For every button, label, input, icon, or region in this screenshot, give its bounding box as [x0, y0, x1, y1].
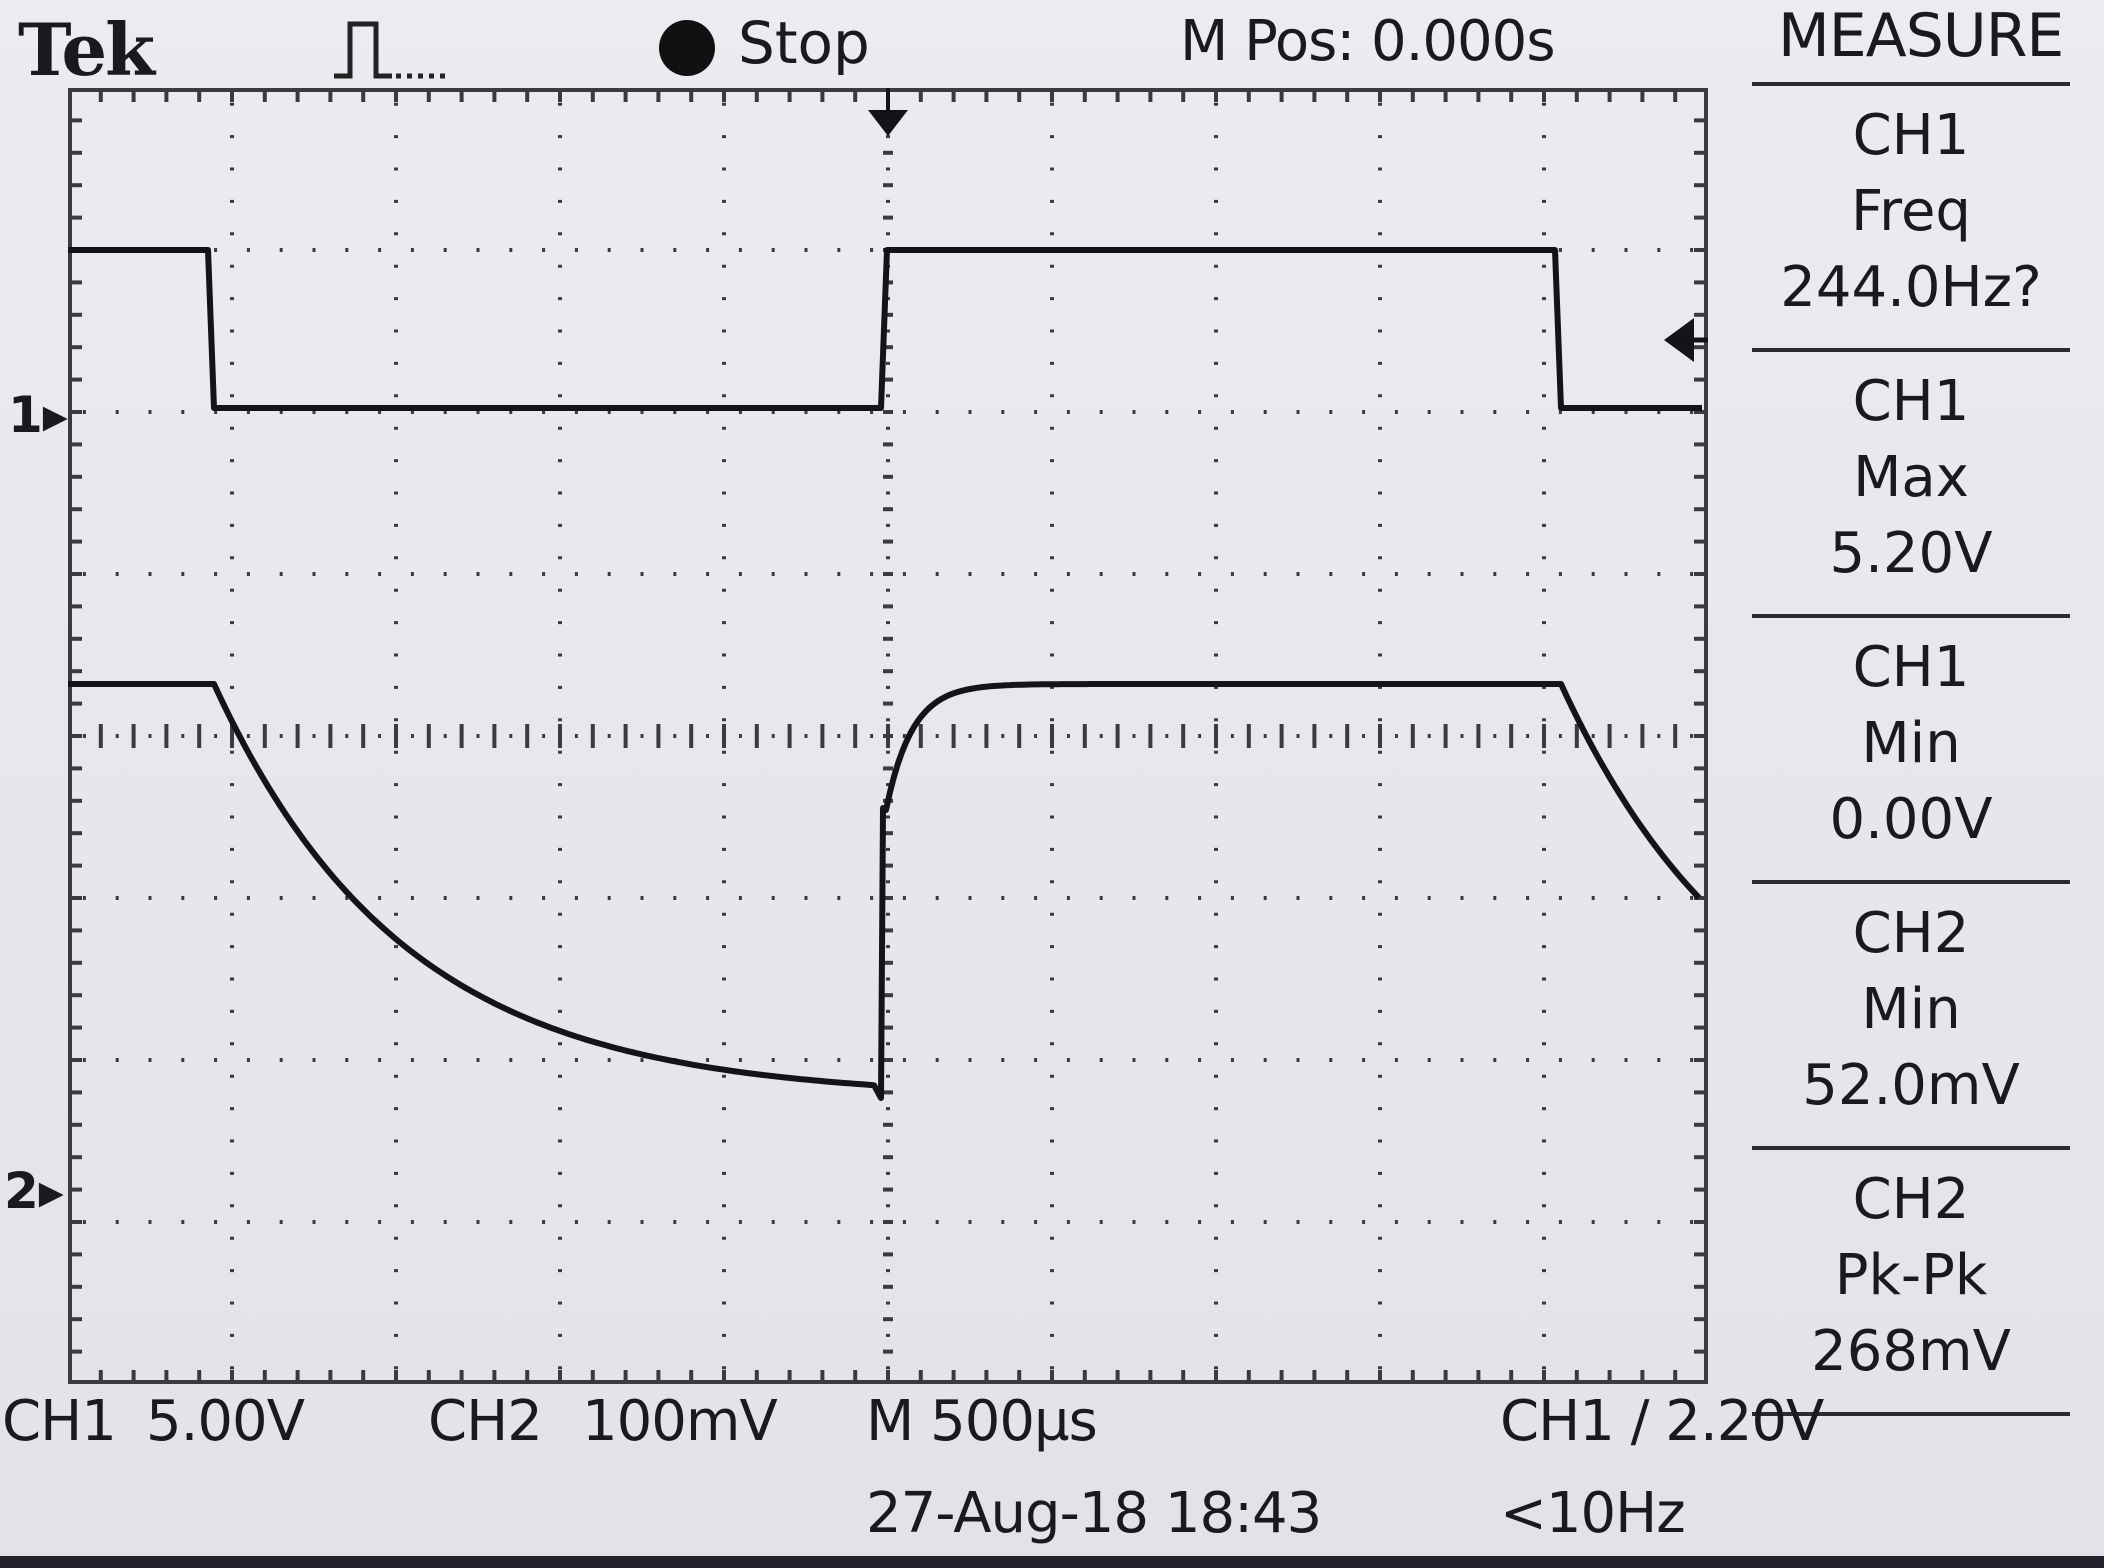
graticule-markers — [868, 88, 1708, 362]
brand-logo: Tek — [18, 7, 155, 92]
trigger-setting: CH1 ∕ 2.20V — [1500, 1389, 1824, 1454]
date-time: 27-Aug-18 18:43 — [866, 1481, 1322, 1546]
stop-dot-icon — [659, 20, 715, 76]
trigger-level-icon — [1664, 318, 1694, 362]
measure-slot-1[interactable]: CH1 Freq 244.0Hz? — [1752, 82, 2070, 348]
ch1-trace — [68, 247, 1702, 411]
ch2-trace — [68, 681, 1702, 1101]
measure-type: Freq — [1851, 179, 1971, 244]
measure-value: 0.00V — [1829, 787, 1993, 852]
ch2-marker-label: 2 — [4, 1162, 39, 1220]
ch2-ground-marker: 2▸ — [4, 1166, 64, 1216]
measure-value: 5.20V — [1829, 521, 1993, 586]
bezel-edge — [0, 1556, 2104, 1568]
timebase: M 500µs — [866, 1389, 1098, 1454]
measure-type: Pk-Pk — [1834, 1243, 1988, 1308]
measure-menu[interactable]: CH1 Freq 244.0Hz? CH1 Max 5.20V CH1 Min … — [1752, 82, 2070, 1416]
measure-value: 268mV — [1811, 1319, 2011, 1384]
ch1-label: CH1 — [2, 1389, 117, 1454]
settings-footer: CH1 5.00V CH2 100mV M 500µs CH1 ∕ 2.20V … — [0, 1388, 2104, 1568]
trigger-frequency: <10Hz — [1500, 1481, 1686, 1546]
measure-source: CH2 — [1852, 901, 1970, 966]
marker-arrow-icon: ▸ — [38, 1162, 64, 1220]
ch1-marker-label: 1 — [8, 386, 43, 444]
measure-source: CH2 — [1852, 1167, 1970, 1232]
measure-slot-2[interactable]: CH1 Max 5.20V — [1752, 348, 2070, 614]
measure-slot-5[interactable]: CH2 Pk-Pk 268mV — [1752, 1146, 2070, 1412]
ch2-label: CH2 — [428, 1389, 543, 1454]
pulse-trigger-icon — [330, 18, 450, 82]
waveform-display — [68, 88, 1708, 1384]
ch2-scale: 100mV — [582, 1389, 778, 1454]
marker-arrow-icon: ▸ — [42, 386, 68, 444]
measure-slot-4[interactable]: CH2 Min 52.0mV — [1752, 880, 2070, 1146]
trigger-position-icon — [868, 110, 908, 136]
measure-source: CH1 — [1852, 635, 1970, 700]
menu-divider — [1752, 1412, 2070, 1416]
measure-value: 244.0Hz? — [1780, 255, 2042, 320]
measure-type: Max — [1853, 445, 1969, 510]
trace-layer — [68, 247, 1702, 1101]
measure-menu-title: MEASURE — [1778, 1, 2064, 71]
graticule-grid — [68, 88, 1708, 1384]
measure-type: Min — [1861, 977, 1961, 1042]
measure-value: 52.0mV — [1802, 1053, 2020, 1118]
measure-slot-3[interactable]: CH1 Min 0.00V — [1752, 614, 2070, 880]
measure-source: CH1 — [1852, 369, 1970, 434]
acquisition-status: Stop — [738, 9, 870, 77]
horizontal-position: M Pos: 0.000s — [1180, 9, 1555, 74]
ch1-ground-marker: 1▸ — [8, 390, 68, 440]
ch1-scale: 5.00V — [146, 1389, 305, 1454]
measure-type: Min — [1861, 711, 1961, 776]
status-bar: Tek Stop M Pos: 0.000s — [0, 0, 1760, 90]
measure-source: CH1 — [1852, 103, 1970, 168]
